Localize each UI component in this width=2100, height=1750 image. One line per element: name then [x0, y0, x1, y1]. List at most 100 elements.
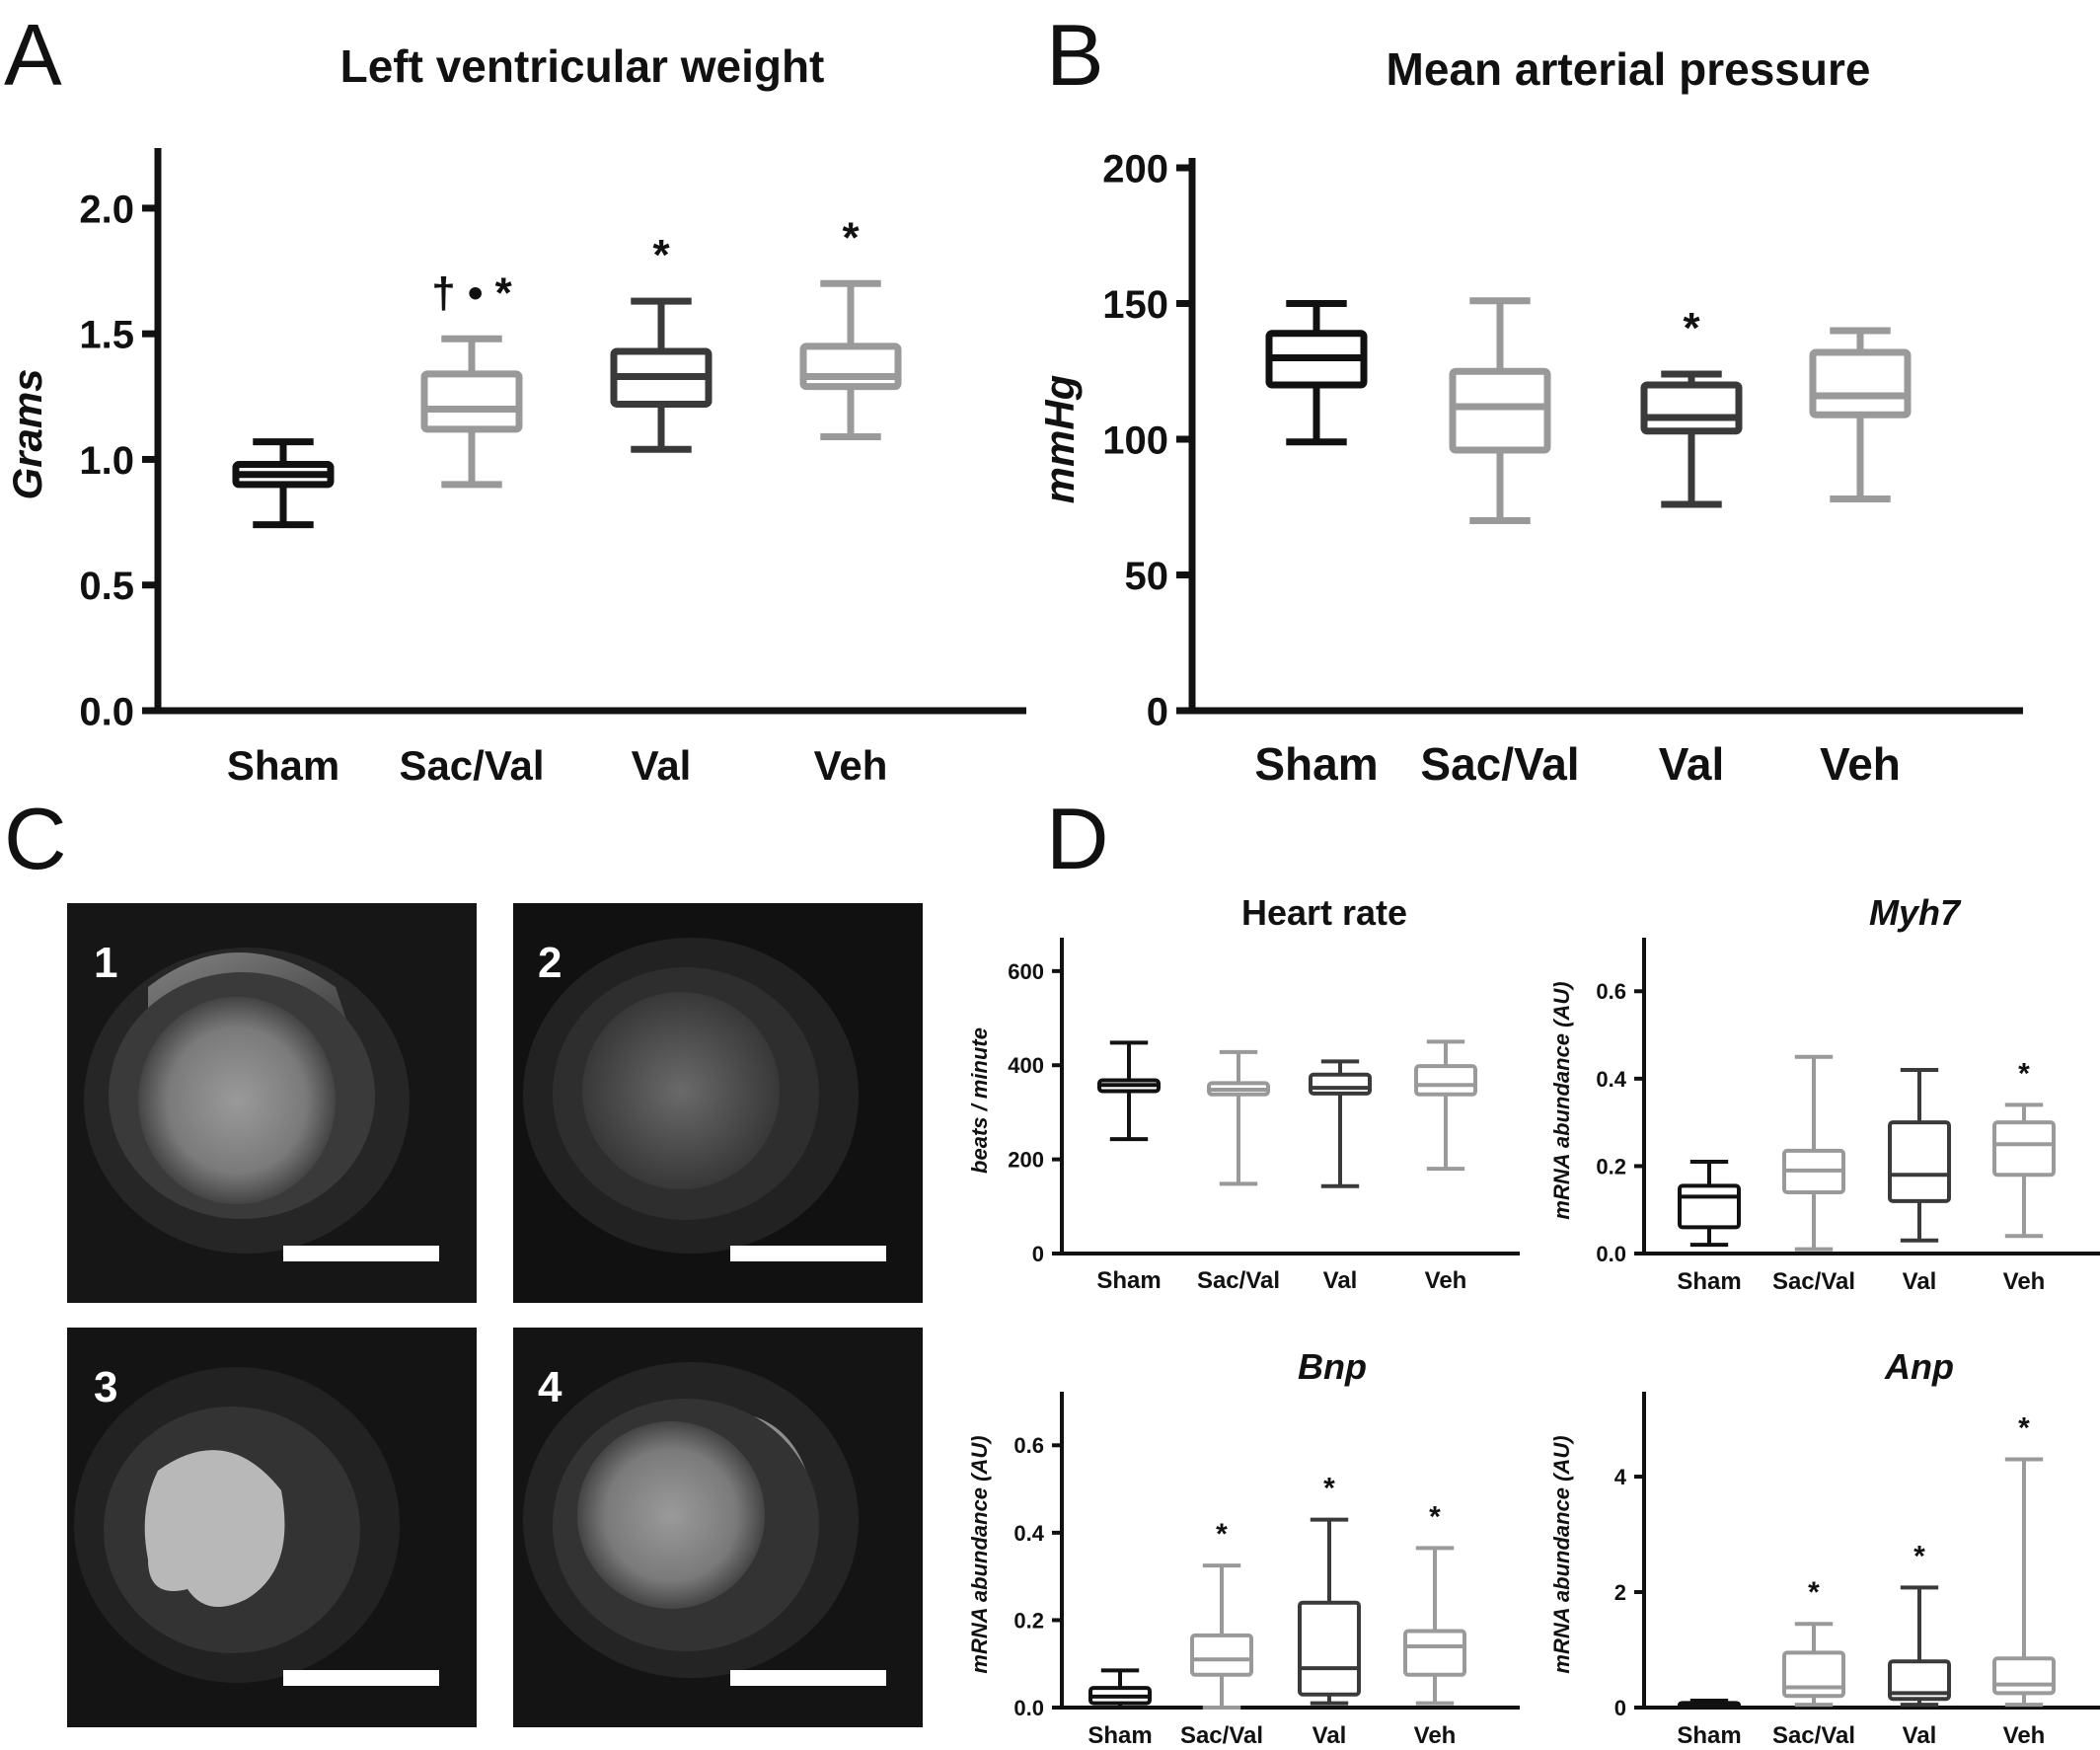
- panel-label-b: B: [1046, 6, 1104, 104]
- box-iqr: [1678, 1183, 1741, 1230]
- box-sac-val: [1207, 1049, 1270, 1186]
- y-tick-label: 0.4: [1596, 1067, 1626, 1092]
- x-category-label: Veh: [814, 742, 888, 789]
- x-category-label: Sac/Val: [1772, 1268, 1855, 1295]
- scale-bar-1: [283, 1246, 439, 1261]
- box-iqr: [1888, 1659, 1951, 1702]
- box-iqr: [1190, 1633, 1253, 1677]
- box-sham: [1097, 1040, 1161, 1142]
- x-category-label: Val: [1903, 1722, 1937, 1749]
- y-axis-label: mRNA abundance (AU): [967, 1435, 992, 1673]
- y-tick-label: 200: [1102, 147, 1168, 190]
- box-iqr: [1298, 1600, 1361, 1697]
- box-veh: *: [1403, 1500, 1466, 1706]
- y-tick-label: 1.0: [79, 439, 134, 483]
- mri-image-2: 2: [513, 903, 923, 1303]
- x-category-label: Val: [1903, 1268, 1937, 1295]
- significance-annotation: † • *: [431, 268, 512, 317]
- chart-title: Anp: [1884, 1346, 1954, 1387]
- significance-annotation: *: [1216, 1518, 1228, 1551]
- y-tick-label: 2: [1614, 1580, 1626, 1605]
- panel-label-c: C: [4, 790, 67, 887]
- box-sac-val: [1449, 297, 1551, 524]
- y-tick-label: 0.6: [1013, 1433, 1044, 1458]
- box-sac-val: † • *: [420, 268, 523, 489]
- y-tick-label: 50: [1125, 555, 1169, 598]
- y-tick-label: 0.0: [1013, 1696, 1044, 1720]
- y-tick-label: 0.2: [1013, 1608, 1044, 1633]
- box-iqr: [799, 342, 902, 391]
- chart-left-ventricular-weight: Left ventricular weight 0.0 0.5 1.0 1.5 2.0 Gr…: [4, 40, 1026, 789]
- box-iqr: [1992, 1120, 2056, 1178]
- mri-image-4: 4: [513, 1328, 923, 1727]
- y-tick-label: 0.5: [79, 565, 134, 608]
- y-tick-label: 200: [1008, 1148, 1044, 1173]
- chart-title: Mean arterial pressure: [1387, 43, 1871, 95]
- box-sac-val: *: [1782, 1576, 1845, 1708]
- box-sham: [1678, 1698, 1741, 1710]
- box-veh: [1414, 1039, 1477, 1172]
- box-sham: [1678, 1160, 1741, 1248]
- box-veh: *: [799, 213, 902, 441]
- x-category-label: Veh: [1414, 1722, 1457, 1749]
- y-tick-label: 4: [1614, 1465, 1627, 1489]
- y-axis-label: Grams: [4, 368, 50, 499]
- box-iqr: [1992, 1656, 2056, 1696]
- y-axis-label: mRNA abundance (AU): [1549, 981, 1574, 1219]
- box-iqr: [1809, 348, 1912, 418]
- x-category-label: Sac/Val: [1180, 1722, 1263, 1749]
- box-iqr: [1449, 367, 1551, 454]
- x-category-label: Sham: [1088, 1722, 1152, 1749]
- significance-annotation: *: [652, 231, 670, 279]
- box-iqr: [1309, 1072, 1372, 1096]
- panel-label-d: D: [1046, 790, 1109, 887]
- box-iqr: [1782, 1650, 1845, 1699]
- x-category-label: Veh: [1820, 738, 1901, 790]
- box-iqr: [1888, 1120, 1951, 1203]
- chart-title: Bnp: [1298, 1346, 1367, 1387]
- x-category-label: Veh: [2003, 1722, 2046, 1749]
- y-axis-label: beats / minute: [967, 1027, 992, 1174]
- y-tick-label: 0.2: [1596, 1154, 1626, 1179]
- scale-bar-4: [730, 1670, 886, 1686]
- y-tick-label: 0: [1614, 1696, 1626, 1720]
- chart-title: Myh7: [1869, 892, 1962, 933]
- box-val: [1888, 1068, 1951, 1243]
- box-val: [1309, 1059, 1372, 1188]
- box-iqr: [1403, 1629, 1466, 1677]
- y-axis-label: mmHg: [1036, 375, 1083, 504]
- significance-annotation: *: [1683, 304, 1700, 352]
- x-category-label: Sham: [227, 742, 339, 789]
- chart-mean-arterial-pressure: Mean arterial pressure 0 50 100 150 200 mmHg * S…: [1036, 43, 2023, 790]
- x-category-label: Val: [1659, 738, 1725, 790]
- scale-bar-3: [283, 1670, 439, 1686]
- box-iqr: [420, 370, 523, 433]
- chart-title: Left ventricular weight: [340, 40, 825, 92]
- significance-annotation: *: [2018, 1411, 2030, 1444]
- y-tick-label: 2.0: [79, 188, 134, 231]
- panel-label-a: A: [4, 6, 62, 104]
- y-tick-label: 0: [1032, 1242, 1044, 1266]
- y-tick-label: 0.0: [79, 690, 134, 733]
- x-category-label: Sac/Val: [1197, 1267, 1280, 1294]
- x-category-label: Veh: [2003, 1268, 2046, 1295]
- box-val: *: [610, 231, 712, 453]
- scale-bar-2: [730, 1246, 886, 1261]
- mri-image-label-4: 4: [538, 1363, 562, 1411]
- chart-title: Heart rate: [1241, 892, 1407, 933]
- box-sac-val: *: [1190, 1518, 1253, 1710]
- y-tick-label: 0: [1147, 690, 1168, 733]
- box-veh: *: [1992, 1411, 2056, 1708]
- y-tick-label: 1.5: [79, 314, 134, 357]
- x-category-label: Sac/Val: [399, 742, 544, 789]
- box-iqr: [1414, 1064, 1477, 1097]
- box-veh: [1809, 327, 1912, 502]
- chart-heart-rate: Heart rate 0 200 400 600 beats / minute Sham Sa…: [967, 892, 1520, 1294]
- box-sac-val: [1782, 1054, 1845, 1252]
- significance-annotation: *: [1323, 1473, 1335, 1505]
- x-category-label: Sham: [1096, 1267, 1161, 1294]
- x-category-label: Veh: [1425, 1267, 1467, 1294]
- x-category-label: Val: [1312, 1722, 1347, 1749]
- box-val: *: [1640, 304, 1743, 508]
